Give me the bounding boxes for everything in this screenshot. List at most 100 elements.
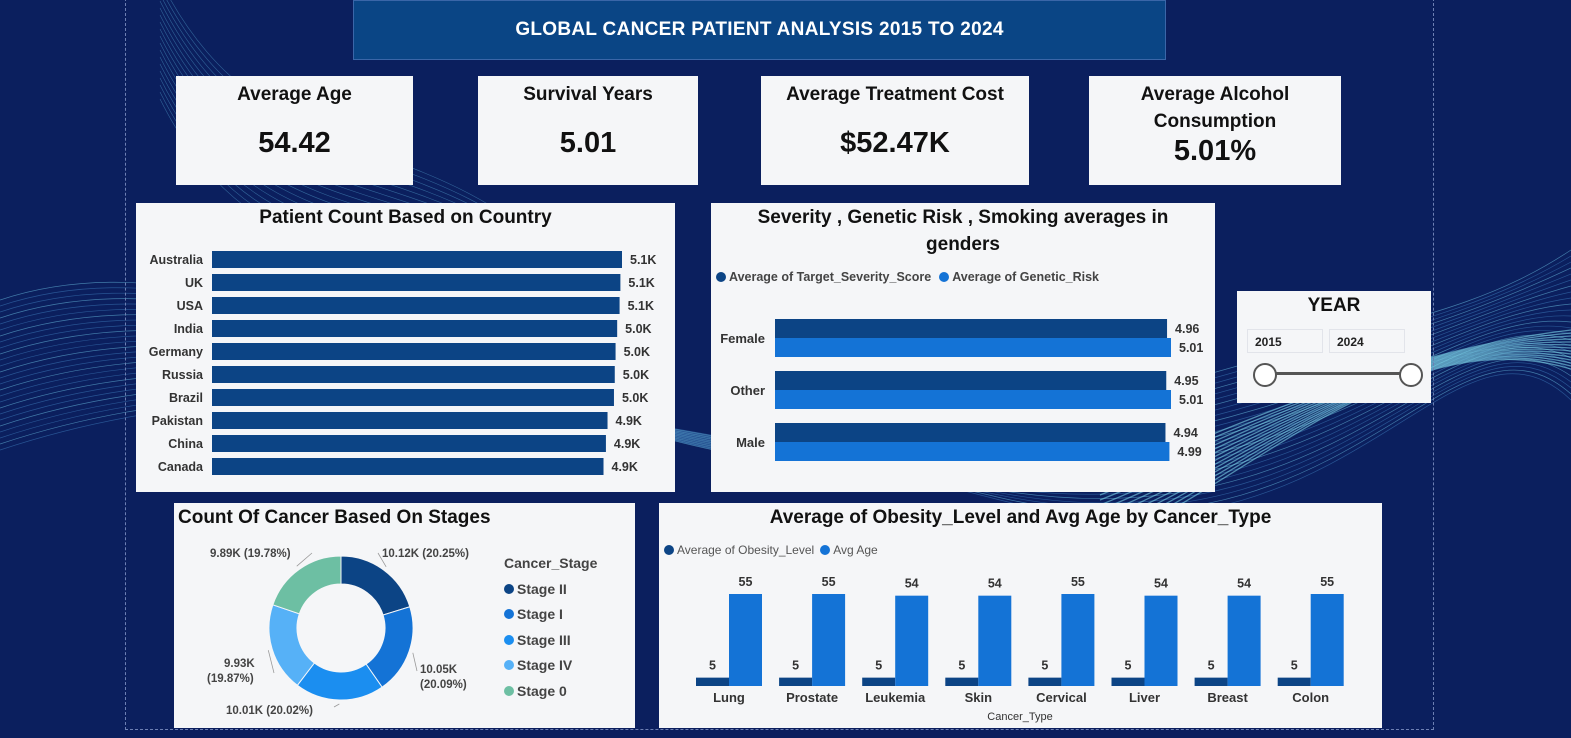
donut-slice bbox=[272, 555, 342, 615]
country-category-label: China bbox=[168, 437, 204, 451]
legend-swatch bbox=[939, 272, 950, 282]
country-category-label: UK bbox=[185, 276, 203, 290]
cancer-type-bar bbox=[862, 677, 896, 686]
legend-label: Stage III bbox=[517, 631, 571, 648]
cancer-type-data-label: 5 bbox=[709, 659, 716, 673]
cancer-type-data-label: 54 bbox=[1154, 577, 1168, 591]
cancer-type-data-label: 5 bbox=[792, 659, 799, 673]
legend-swatch bbox=[504, 660, 514, 671]
country-data-label: 4.9K bbox=[616, 414, 642, 428]
slicer-title: YEAR bbox=[1307, 295, 1361, 316]
kpi-label: Average Treatment Cost bbox=[786, 84, 1004, 105]
slider-track[interactable] bbox=[1265, 372, 1413, 375]
slicer-start-input[interactable]: 2015 bbox=[1247, 329, 1323, 353]
stages-legend: Cancer_Stage Stage II Stage I Stage III Sta… bbox=[504, 555, 597, 704]
country-category-label: India bbox=[174, 322, 204, 336]
stages-legend-title: Cancer_Stage bbox=[504, 555, 598, 571]
gender-chart-legend: Average of Target_Severity_Score Average… bbox=[716, 270, 1099, 284]
legend-label: Stage IV bbox=[517, 657, 573, 674]
country-data-label: 5.0K bbox=[622, 391, 648, 405]
country-category-label: Canada bbox=[158, 460, 204, 474]
cancer-type-x-axis-label: Cancer_Type bbox=[987, 711, 1052, 723]
country-bar-chart: Australia 5.1K UK 5.1K USA 5.1K India 5.0K Germa… bbox=[149, 251, 656, 475]
year-slicer[interactable]: YEAR 2015 2024 bbox=[1237, 291, 1431, 403]
cancer-type-data-label: 55 bbox=[739, 575, 753, 589]
legend-label: Average of Target_Severity_Score bbox=[729, 270, 932, 284]
stages-legend-item: Stage III bbox=[504, 627, 597, 653]
country-bar bbox=[212, 458, 604, 475]
stages-chart-panel: Count Of Cancer Based On Stages 10.12K (… bbox=[174, 503, 635, 728]
country-bar bbox=[212, 343, 616, 360]
gender-bar bbox=[775, 390, 1171, 409]
cancer-type-data-label: 54 bbox=[905, 577, 919, 591]
cancer-type-data-label: 5 bbox=[1041, 659, 1048, 673]
kpi-value: 5.01% bbox=[1173, 135, 1257, 167]
legend-swatch bbox=[820, 545, 831, 555]
country-bar bbox=[212, 251, 622, 268]
cancer-type-legend: Average of Obesity_Level Avg Age bbox=[664, 543, 878, 557]
country-data-label: 4.9K bbox=[614, 437, 640, 451]
cancer-type-bar bbox=[895, 595, 929, 686]
country-data-label: 5.1K bbox=[628, 299, 654, 313]
kpi-label: Survival Years bbox=[523, 84, 653, 105]
legend-label: Stage 0 bbox=[517, 682, 567, 699]
country-category-label: Pakistan bbox=[152, 414, 203, 428]
donut-data-label: 9.93K (19.87%) bbox=[207, 658, 255, 685]
country-bar bbox=[212, 320, 618, 337]
gender-bar bbox=[775, 442, 1170, 461]
cancer-type-bar bbox=[1194, 677, 1228, 686]
gender-chart-panel: Severity , Genetic Risk , Smoking averag… bbox=[711, 203, 1215, 492]
legend-label: Average of Genetic_Risk bbox=[952, 270, 1100, 284]
cancer-type-bar bbox=[812, 594, 846, 686]
gender-bar bbox=[775, 319, 1168, 338]
cancer-type-data-label: 5 bbox=[1125, 659, 1132, 673]
cancer-type-bar bbox=[1144, 595, 1178, 686]
cancer-type-data-label: 55 bbox=[822, 575, 836, 589]
stages-legend-item: Stage II bbox=[504, 576, 597, 602]
country-data-label: 4.9K bbox=[612, 460, 638, 474]
cancer-type-data-label: 55 bbox=[1071, 575, 1085, 589]
cancer-type-bar bbox=[1227, 595, 1261, 686]
legend-swatch bbox=[504, 634, 514, 645]
kpi-survival-years-card: Survival Years 5.01 bbox=[478, 76, 698, 185]
gender-bar bbox=[775, 371, 1167, 390]
legend-swatch bbox=[504, 685, 514, 696]
gender-category-label: Female bbox=[720, 331, 765, 346]
country-data-label: 5.1K bbox=[630, 253, 656, 267]
gender-bar-chart: Female 4.96 5.01 Other 4.95 5.01 Male 4.94 4.99 bbox=[720, 319, 1203, 461]
donut-data-label: 9.89K (19.78%) bbox=[210, 548, 291, 560]
cancer-type-bar bbox=[1310, 594, 1344, 686]
cancer-type-category-label: Cervical bbox=[1036, 690, 1087, 705]
country-category-label: USA bbox=[177, 299, 203, 313]
donut-leader-line bbox=[333, 703, 340, 708]
kpi-average-age-card: Average Age 54.42 bbox=[176, 76, 413, 185]
legend-label: Average of Obesity_Level bbox=[677, 543, 815, 557]
kpi-value: 5.01 bbox=[559, 127, 617, 159]
cancer-type-data-label: 5 bbox=[875, 659, 882, 673]
stages-legend-item: Stage I bbox=[504, 602, 597, 628]
cancer-type-data-label: 5 bbox=[1208, 659, 1215, 673]
cancer-type-bar bbox=[945, 677, 979, 686]
cancer-type-category-label: Leukemia bbox=[865, 690, 926, 705]
stages-chart-title: Count Of Cancer Based On Stages bbox=[178, 507, 491, 528]
country-bar bbox=[212, 297, 620, 314]
slider-start-handle[interactable] bbox=[1253, 363, 1277, 387]
gender-data-label: 4.96 bbox=[1175, 322, 1199, 336]
cancer-type-bar bbox=[729, 594, 762, 686]
slider-end-handle[interactable] bbox=[1399, 363, 1423, 387]
slicer-end-input[interactable]: 2024 bbox=[1329, 329, 1405, 353]
donut-leader-line bbox=[267, 650, 275, 674]
cancer-type-bar bbox=[696, 677, 729, 686]
donut-leader-line bbox=[296, 552, 313, 567]
cancer-type-bar bbox=[1277, 677, 1311, 686]
cancer-type-data-label: 54 bbox=[1237, 577, 1251, 591]
kpi-label: Average Alcohol Consumption bbox=[1140, 84, 1290, 132]
cancer-type-data-label: 55 bbox=[1320, 575, 1334, 589]
gender-data-label: 4.94 bbox=[1173, 426, 1197, 440]
cancer-type-data-label: 5 bbox=[958, 659, 965, 673]
country-bar bbox=[212, 389, 614, 406]
cancer-type-bar bbox=[1028, 677, 1062, 686]
stages-legend-item: Stage IV bbox=[504, 653, 597, 679]
country-data-label: 5.0K bbox=[623, 368, 649, 382]
cancer-type-bar-chart: 555Lung555Prostate554Leukemia554Skin555C… bbox=[696, 575, 1344, 723]
